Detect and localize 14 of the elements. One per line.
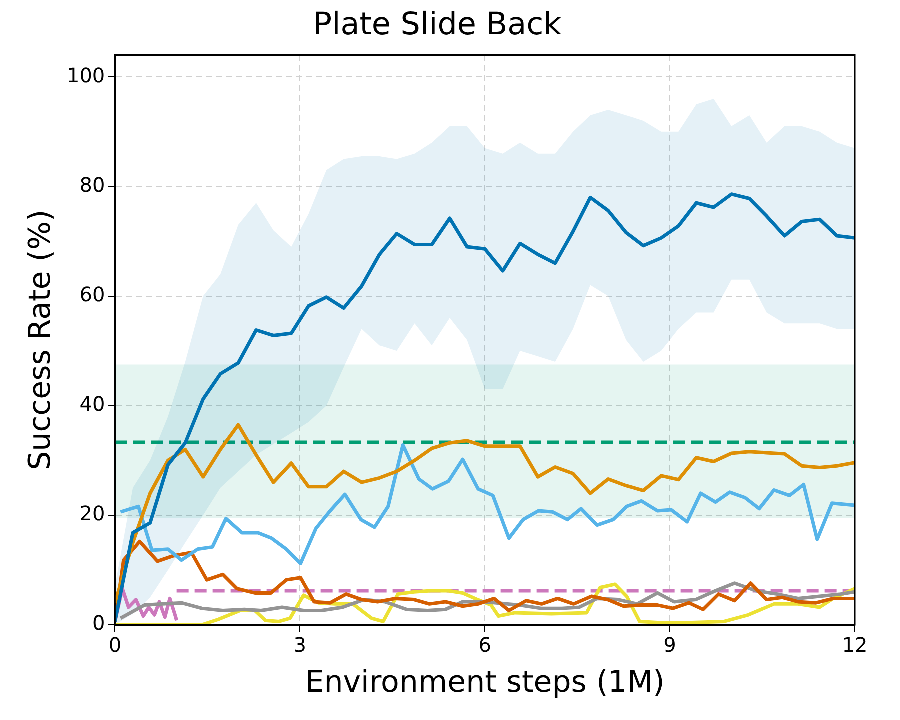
y-tick-label: 20 — [80, 502, 106, 526]
x-axis-title: Environment steps (1M) — [305, 664, 665, 700]
y-tick-label: 40 — [80, 392, 106, 416]
x-tick-label: 12 — [842, 633, 868, 658]
y-tick-label: 100 — [66, 63, 106, 88]
x-tick-label: 9 — [664, 633, 676, 658]
x-tick-label: 3 — [294, 633, 306, 658]
y-axis-title: Success Rate (%) — [22, 210, 58, 470]
y-tick-label: 80 — [80, 172, 106, 197]
x-tick-label: 6 — [478, 633, 492, 658]
y-tick-label: 60 — [80, 282, 106, 306]
chart-title: Plate Slide Back — [313, 6, 562, 43]
y-tick-label: 0 — [92, 611, 106, 636]
x-tick-label: 0 — [108, 633, 122, 658]
